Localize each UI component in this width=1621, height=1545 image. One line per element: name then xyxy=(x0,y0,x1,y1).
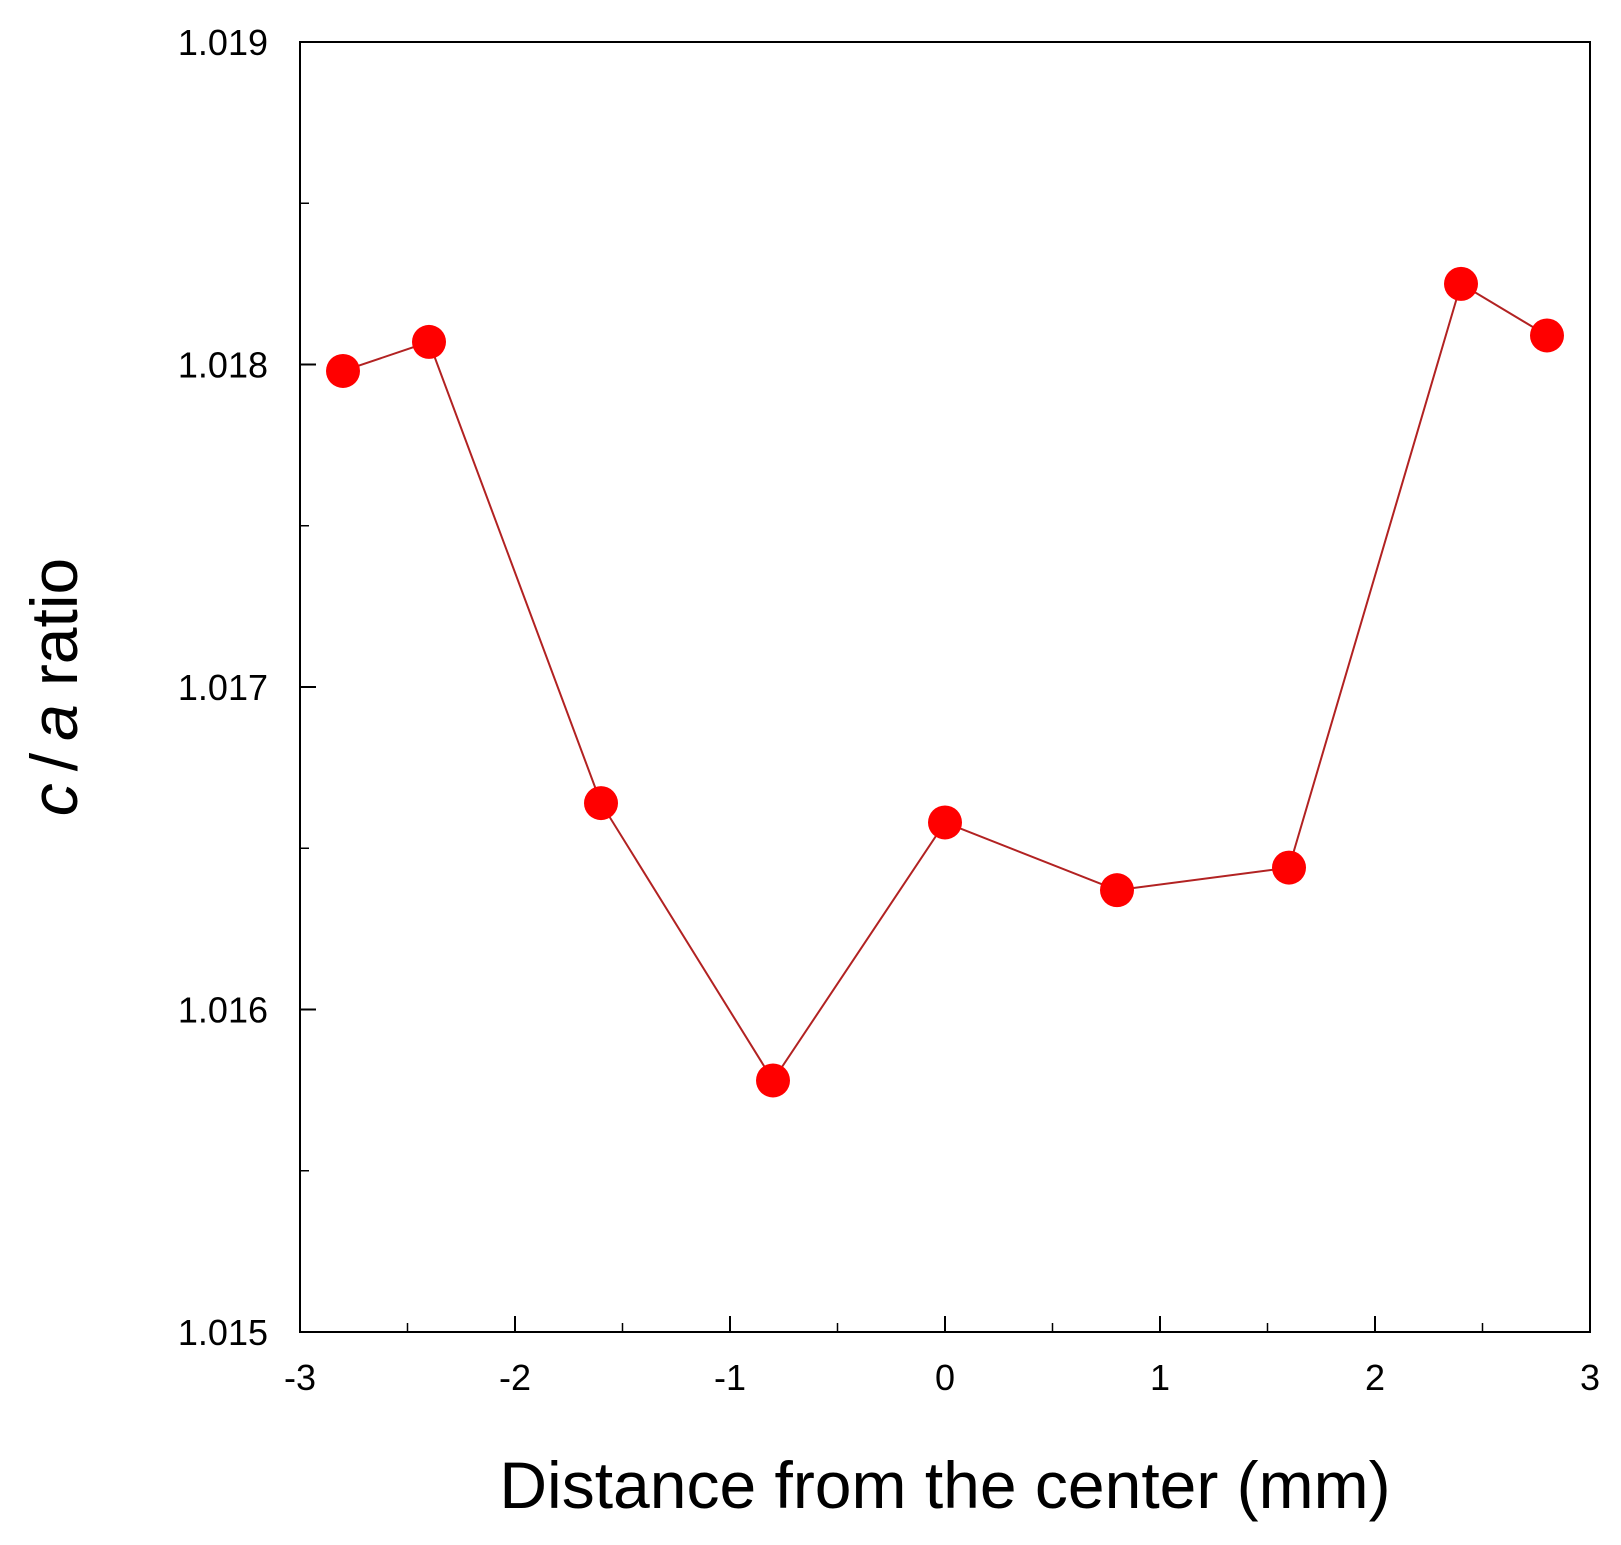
x-axis-title: Distance from the center (mm) xyxy=(499,1448,1390,1522)
data-point xyxy=(1272,850,1306,885)
x-tick-label: 0 xyxy=(935,1357,955,1398)
series-points xyxy=(326,266,1564,1098)
data-point xyxy=(584,786,618,821)
x-tick-label: 2 xyxy=(1365,1357,1385,1398)
data-point xyxy=(412,324,446,359)
x-tick-label: 1 xyxy=(1150,1357,1170,1398)
axis-ticks xyxy=(300,202,1484,1332)
data-point xyxy=(1530,318,1564,353)
data-point xyxy=(928,805,962,840)
y-axis-title: c / a ratio xyxy=(17,558,91,816)
y-axis-title-rest: ratio xyxy=(17,558,91,686)
y-tick-label: 1.016 xyxy=(178,990,268,1031)
x-tick-label: -3 xyxy=(284,1357,316,1398)
x-tick-label: -1 xyxy=(714,1357,746,1398)
x-tick-label: -2 xyxy=(499,1357,531,1398)
y-axis-title-a: a xyxy=(17,704,91,741)
data-point xyxy=(756,1063,790,1098)
y-tick-label: 1.015 xyxy=(178,1312,268,1353)
data-point xyxy=(1444,266,1478,301)
y-tick-label: 1.018 xyxy=(178,345,268,386)
y-axis-title-c: c xyxy=(17,783,91,816)
x-tick-label: 3 xyxy=(1580,1357,1600,1398)
y-tick-label: 1.017 xyxy=(178,667,268,708)
y-axis-title-slash: / xyxy=(17,752,91,771)
y-tick-label: 1.019 xyxy=(178,22,268,63)
data-point xyxy=(326,353,360,388)
plot-frame xyxy=(299,41,1591,1333)
axis-tick-labels: -3 -2 -1 0 1 2 3 1.015 1.016 1.017 1.018 1.019 xyxy=(178,22,1600,1398)
data-point xyxy=(1100,873,1134,908)
